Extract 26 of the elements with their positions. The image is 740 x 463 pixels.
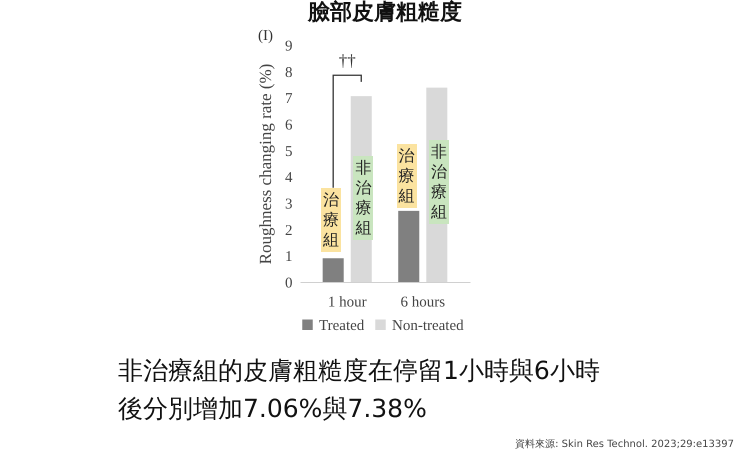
bar xyxy=(398,210,420,282)
y-tick-label: 2 xyxy=(285,222,292,239)
legend-label: Treated xyxy=(319,318,365,334)
bar xyxy=(322,258,344,282)
y-tick-label: 0 xyxy=(285,276,292,292)
y-axis-title: Roughness changing rate (%) xyxy=(256,64,275,264)
y-tick-label: 6 xyxy=(285,118,293,134)
text: 非治療組的皮膚粗糙度在停留1小時與6小時後分別增加7.06%與7.38% xyxy=(118,355,601,425)
y-tick-label: 3 xyxy=(285,196,292,212)
y-tick-label: 4 xyxy=(285,170,293,186)
source-note: 資料來源: Skin Res Technol. 2023;29:e13397 xyxy=(515,438,734,451)
x-tick-label: 1 hour xyxy=(328,294,367,310)
legend-label: Non-treated xyxy=(392,318,464,334)
chart-title: 臉部皮膚粗糙度 xyxy=(307,0,462,25)
text: (I) xyxy=(258,28,273,45)
y-tick-label: 5 xyxy=(285,144,292,160)
annotation: †† xyxy=(338,51,356,72)
annotation: 非治療組 xyxy=(353,156,374,240)
annotation: 治療組 xyxy=(396,144,417,208)
y-tick-label: 9 xyxy=(285,38,292,54)
x-tick-label: 6 hours xyxy=(400,294,446,310)
annotation: 非治療組 xyxy=(428,140,449,224)
y-tick-label: 8 xyxy=(285,64,292,81)
y-tick-label: 7 xyxy=(285,91,293,108)
y-tick-label: 1 xyxy=(285,249,292,266)
annotation: 治療組 xyxy=(321,188,342,252)
